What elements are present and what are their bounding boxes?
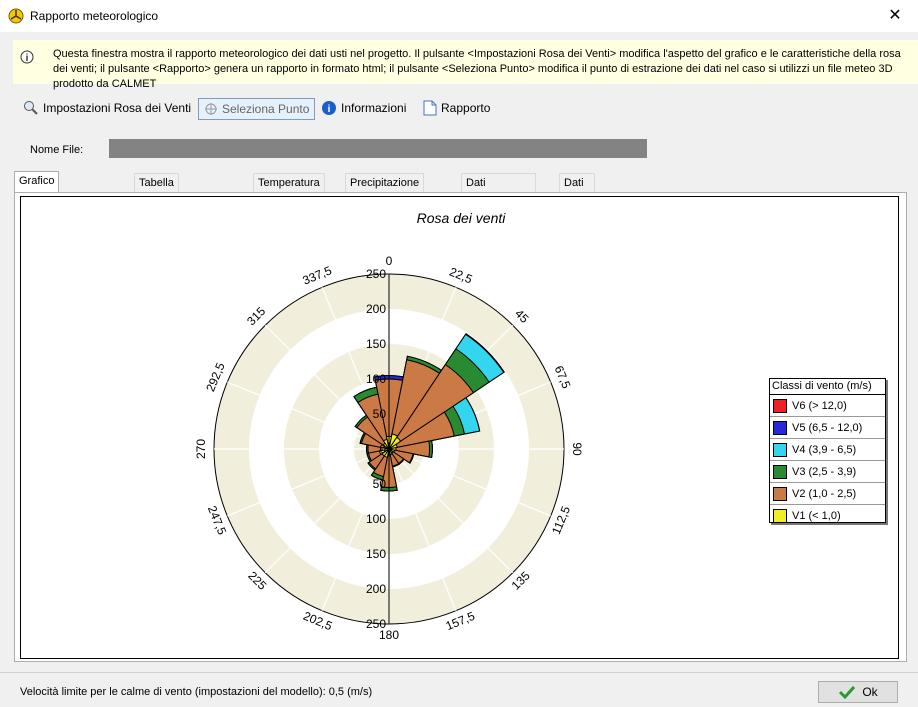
radial-tick-label: 150 <box>366 547 386 561</box>
legend-label: V4 (3,9 - 6,5) <box>792 443 857 456</box>
status-text: Velocità limite per le calme di vento (i… <box>20 686 373 698</box>
radial-tick-label: 200 <box>366 302 386 316</box>
direction-label: 45 <box>512 307 532 327</box>
direction-label: 67,5 <box>552 364 574 391</box>
direction-label: 22,5 <box>447 265 474 287</box>
wind-wedge <box>388 448 414 464</box>
direction-label: 90 <box>570 442 584 456</box>
legend-label: V1 (< 1,0) <box>792 509 841 522</box>
radial-tick-label: 250 <box>366 617 386 631</box>
tab-valid-data[interactable]: Dati Validi (%) <box>559 173 596 227</box>
wind-wedge <box>388 411 455 450</box>
svg-text:i: i <box>328 104 331 115</box>
file-name-label: Nome File: <box>30 144 84 156</box>
chart-area: Rosa dei venti 0 50 50 100 100 150 150 200 200 25… <box>20 196 899 659</box>
divider <box>0 672 918 673</box>
ok-button[interactable]: Ok <box>818 681 898 703</box>
window-title: Rapporto meteorologico <box>30 9 159 23</box>
legend-swatch <box>773 442 787 457</box>
radial-tick-label: 0 <box>379 442 386 456</box>
wind-rose-chart: Rosa dei venti 0 50 50 100 100 150 150 200 200 25… <box>194 210 584 642</box>
legend-item: V4 (3,9 - 6,5) <box>770 439 885 461</box>
radial-tick-label: 100 <box>366 372 386 386</box>
settings-button[interactable]: Impostazioni Rosa dei Venti <box>23 96 191 120</box>
crosshair-icon <box>205 103 217 115</box>
select-point-button[interactable]: Seleziona Punto <box>198 98 316 120</box>
tab-wind-rose-table[interactable]: Tabella Rosa dei Venti <box>134 173 179 246</box>
wind-wedge <box>378 448 390 456</box>
legend-label: V2 (1,0 - 2,5) <box>792 487 857 500</box>
wind-wedge <box>382 438 390 450</box>
app-icon <box>8 8 24 24</box>
info-icon: i <box>322 101 336 115</box>
wind-wedge <box>388 440 431 458</box>
wind-wedge <box>388 436 402 450</box>
document-icon <box>423 100 437 116</box>
legend-title: Classi di vento (m/s) <box>770 379 885 395</box>
report-label: Rapporto <box>441 101 491 115</box>
tab-precipitation[interactable]: Precipitazione (mm/hr) <box>345 173 425 208</box>
file-name-field[interactable] <box>109 139 647 158</box>
legend-label: V5 (6,5 - 12,0) <box>792 421 863 434</box>
report-button[interactable]: Rapporto <box>423 96 490 120</box>
tab-temperature[interactable]: Temperatura (°C) <box>253 173 325 208</box>
title-bar: Rapporto meteorologico ✕ <box>0 0 918 32</box>
direction-label: 337,5 <box>301 263 334 288</box>
legend-item: V3 (2,5 - 3,9) <box>770 461 885 483</box>
svg-text:i: i <box>26 53 29 64</box>
direction-label: 292,5 <box>203 360 228 393</box>
direction-spoke <box>388 448 551 517</box>
wind-wedge <box>388 363 475 450</box>
close-button[interactable]: ✕ <box>888 7 902 24</box>
direction-spoke <box>388 448 457 611</box>
ok-label: Ok <box>862 685 878 699</box>
direction-label: 315 <box>244 304 268 328</box>
radial-tick-label: 200 <box>366 582 386 596</box>
radial-tick-label: 50 <box>373 407 387 421</box>
direction-label: 0 <box>386 254 393 268</box>
radial-tick-label: 150 <box>366 337 386 351</box>
direction-spoke <box>227 448 390 517</box>
hint-icon: i <box>20 50 34 64</box>
legend-label: V6 (> 12,0) <box>792 399 847 412</box>
legend-swatch <box>773 508 787 523</box>
legend-swatch <box>773 398 787 413</box>
tab-meteo-data[interactable]: Dati Meteorologici <box>461 173 537 208</box>
info-text: Questa finestra mostra il rapporto meteo… <box>53 48 901 90</box>
direction-label: 180 <box>379 628 399 642</box>
wind-wedge <box>357 393 390 450</box>
wind-wedge <box>388 443 398 450</box>
chart-title: Rosa dei venti <box>417 210 507 226</box>
info-button[interactable]: i Informazioni <box>321 96 406 120</box>
select-point-label: Seleziona Punto <box>222 102 310 116</box>
legend-label: V3 (2,5 - 3,9) <box>792 465 857 478</box>
legend-item: V5 (6,5 - 12,0) <box>770 417 885 439</box>
direction-spoke <box>388 448 514 574</box>
checkmark-icon <box>839 685 856 699</box>
direction-label: 270 <box>194 439 208 459</box>
legend: Classi di vento (m/s) V6 (> 12,0) V5 (6,5… <box>769 378 886 523</box>
radial-tick-label: 100 <box>366 512 386 526</box>
legend-swatch <box>773 420 787 435</box>
legend-item: V6 (> 12,0) <box>770 395 885 417</box>
magnifier-icon <box>24 101 38 115</box>
legend-item: V2 (1,0 - 2,5) <box>770 483 885 505</box>
toolbar: Impostazioni Rosa dei Venti Seleziona Pu… <box>13 96 918 122</box>
radial-tick-label: 250 <box>366 267 386 281</box>
info-panel: i Questa finestra mostra il rapporto met… <box>13 40 918 90</box>
tab-wind-rose-chart[interactable]: Grafico Rosa dei Venti <box>14 171 60 244</box>
legend-swatch <box>773 486 787 501</box>
legend-swatch <box>773 464 787 479</box>
legend-item: V1 (< 1,0) <box>770 505 885 526</box>
info-label: Informazioni <box>341 101 407 115</box>
radial-tick-label: 50 <box>373 477 387 491</box>
direction-spoke <box>264 448 390 574</box>
settings-label: Impostazioni Rosa dei Venti <box>43 101 192 115</box>
